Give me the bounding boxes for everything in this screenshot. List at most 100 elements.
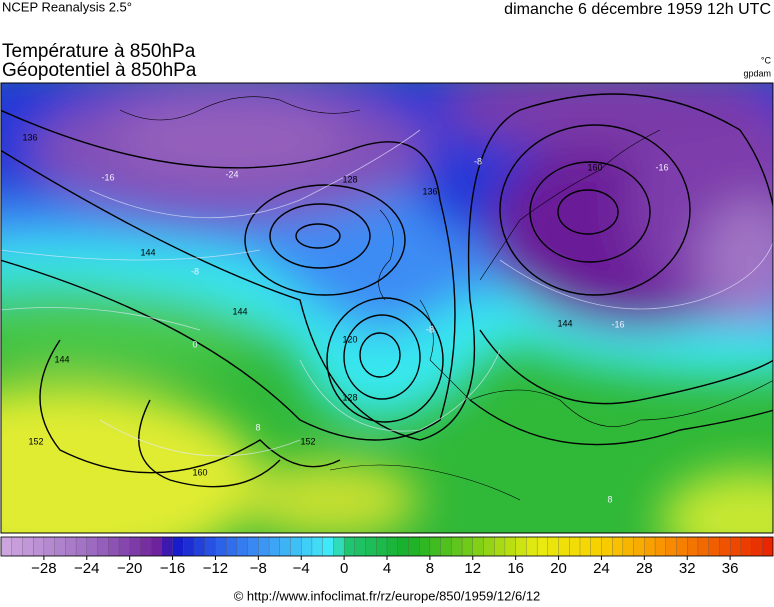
colorbar-segment — [751, 536, 763, 557]
title-geopotential: Géopotentiel à 850hPa — [2, 60, 197, 81]
colorbar-tick-label: 16 — [507, 560, 524, 577]
colorbar-segment — [268, 536, 281, 557]
unit-temperature: °C — [761, 55, 772, 65]
contour-label: -16 — [611, 319, 624, 329]
colorbar-tick-label: 36 — [722, 560, 739, 577]
colorbar-segment — [65, 536, 77, 557]
colorbar-segment — [504, 536, 517, 557]
colorbar-tick-label: −24 — [74, 560, 99, 577]
contour-label: 128 — [342, 174, 357, 184]
colorbar-segment — [236, 536, 249, 557]
colorbar-segment — [408, 536, 420, 557]
colorbar-segment — [301, 536, 313, 557]
contour-label: 8 — [255, 422, 260, 432]
colorbar-segment — [333, 536, 345, 557]
coastlines — [119, 96, 773, 501]
colorbar-segment — [279, 536, 291, 557]
colorbar-segment — [183, 536, 195, 557]
contour-label: 152 — [28, 436, 43, 446]
colorbar-segment — [569, 536, 581, 557]
colorbar-segment — [193, 536, 206, 557]
contour-label: -8 — [191, 266, 199, 276]
colorbar-segment — [343, 536, 356, 557]
colorbar-tick-label: −28 — [31, 560, 56, 577]
colorbar-segment — [590, 536, 602, 557]
colorbar-segment — [215, 536, 227, 557]
colorbar-segment — [226, 536, 238, 557]
colorbar-segment — [687, 536, 699, 557]
colorbar-segment — [536, 536, 549, 557]
colorbar-segment — [440, 536, 452, 557]
colorbar-segment — [75, 536, 88, 557]
colorbar-segment — [472, 536, 484, 557]
colorbar-segment — [515, 536, 527, 557]
colorbar-segment — [729, 536, 742, 557]
colorbar-segment — [204, 536, 216, 557]
colorbar-tick-label: 24 — [593, 560, 610, 577]
colorbar-tick-label: −8 — [250, 560, 267, 577]
colorbar: −28 −24 −20 −16 −12 −8 −4 0 4 8 12 16 20 24 28 32 36 — [0, 536, 774, 577]
colorbar-segment — [258, 536, 270, 557]
date: dimanche 6 décembre 1959 12h UTC — [504, 1, 771, 18]
contour-label: 136 — [22, 132, 37, 142]
colorbar-segment — [290, 536, 302, 557]
colorbar-segment — [633, 536, 645, 557]
colorbar-segment — [579, 536, 592, 557]
colorbar-segment — [494, 536, 506, 557]
colorbar-segment — [161, 536, 174, 557]
contour-label: 120 — [342, 334, 357, 344]
colorbar-segment — [11, 536, 23, 557]
contour-label: 8 — [607, 494, 612, 504]
contour-label: 144 — [54, 354, 69, 364]
colorbar-segment — [547, 536, 560, 557]
colorbar-segment — [740, 536, 753, 557]
colorbar-segment — [601, 536, 613, 557]
colorbar-segment — [33, 536, 45, 557]
colorbar-segment — [644, 536, 656, 557]
colorbar-segment — [43, 536, 56, 557]
colorbar-tick-label: 20 — [550, 560, 567, 577]
colorbar-segment — [108, 536, 120, 557]
colorbar-segment — [118, 536, 131, 557]
colorbar-tick-label: 8 — [426, 560, 434, 577]
colorbar-segment — [22, 536, 34, 557]
unit-geopotential: gpdam — [743, 68, 771, 78]
colorbar-segment — [451, 536, 463, 557]
colorbar-segment — [397, 536, 409, 557]
colorbar-segment — [708, 536, 720, 557]
colorbar-segment — [558, 536, 570, 557]
colorbar-segment — [622, 536, 635, 557]
colorbar-segment — [247, 536, 259, 557]
colorbar-tick-label: −12 — [203, 560, 228, 577]
colorbar-segment — [697, 536, 710, 557]
contour-label: -24 — [225, 169, 238, 179]
colorbar-segment — [365, 536, 377, 557]
contour-label: 152 — [300, 436, 315, 446]
colorbar-segment — [0, 536, 13, 557]
colorbar-segment — [461, 536, 474, 557]
colorbar-segment — [762, 536, 774, 557]
colorbar-tick-label: −4 — [293, 560, 310, 577]
contour-label: -16 — [655, 162, 668, 172]
colorbar-segment — [97, 536, 109, 557]
source: NCEP Reanalysis 2.5° — [2, 0, 132, 14]
colorbar-segment — [140, 536, 152, 557]
contour-label: -16 — [101, 172, 114, 182]
colorbar-segment — [612, 536, 624, 557]
colorbar-segment — [665, 536, 677, 557]
contour-label: 144 — [232, 306, 247, 316]
colorbar-tick-label: 4 — [383, 560, 391, 577]
contour-label: 160 — [192, 467, 207, 477]
contour-label: 0 — [192, 339, 197, 349]
colorbar-segment — [386, 536, 399, 557]
colorbar-segment — [54, 536, 66, 557]
colorbar-segment — [354, 536, 367, 557]
footer: © http://www.infoclimat.fr/rz/europe/850… — [234, 588, 541, 603]
colorbar-segment — [654, 536, 667, 557]
colorbar-segment — [376, 536, 388, 557]
colorbar-segment — [129, 536, 141, 557]
contour-label: 144 — [140, 247, 155, 257]
colorbar-tick-label: 32 — [679, 560, 696, 577]
colorbar-tick-label: 12 — [464, 560, 481, 577]
